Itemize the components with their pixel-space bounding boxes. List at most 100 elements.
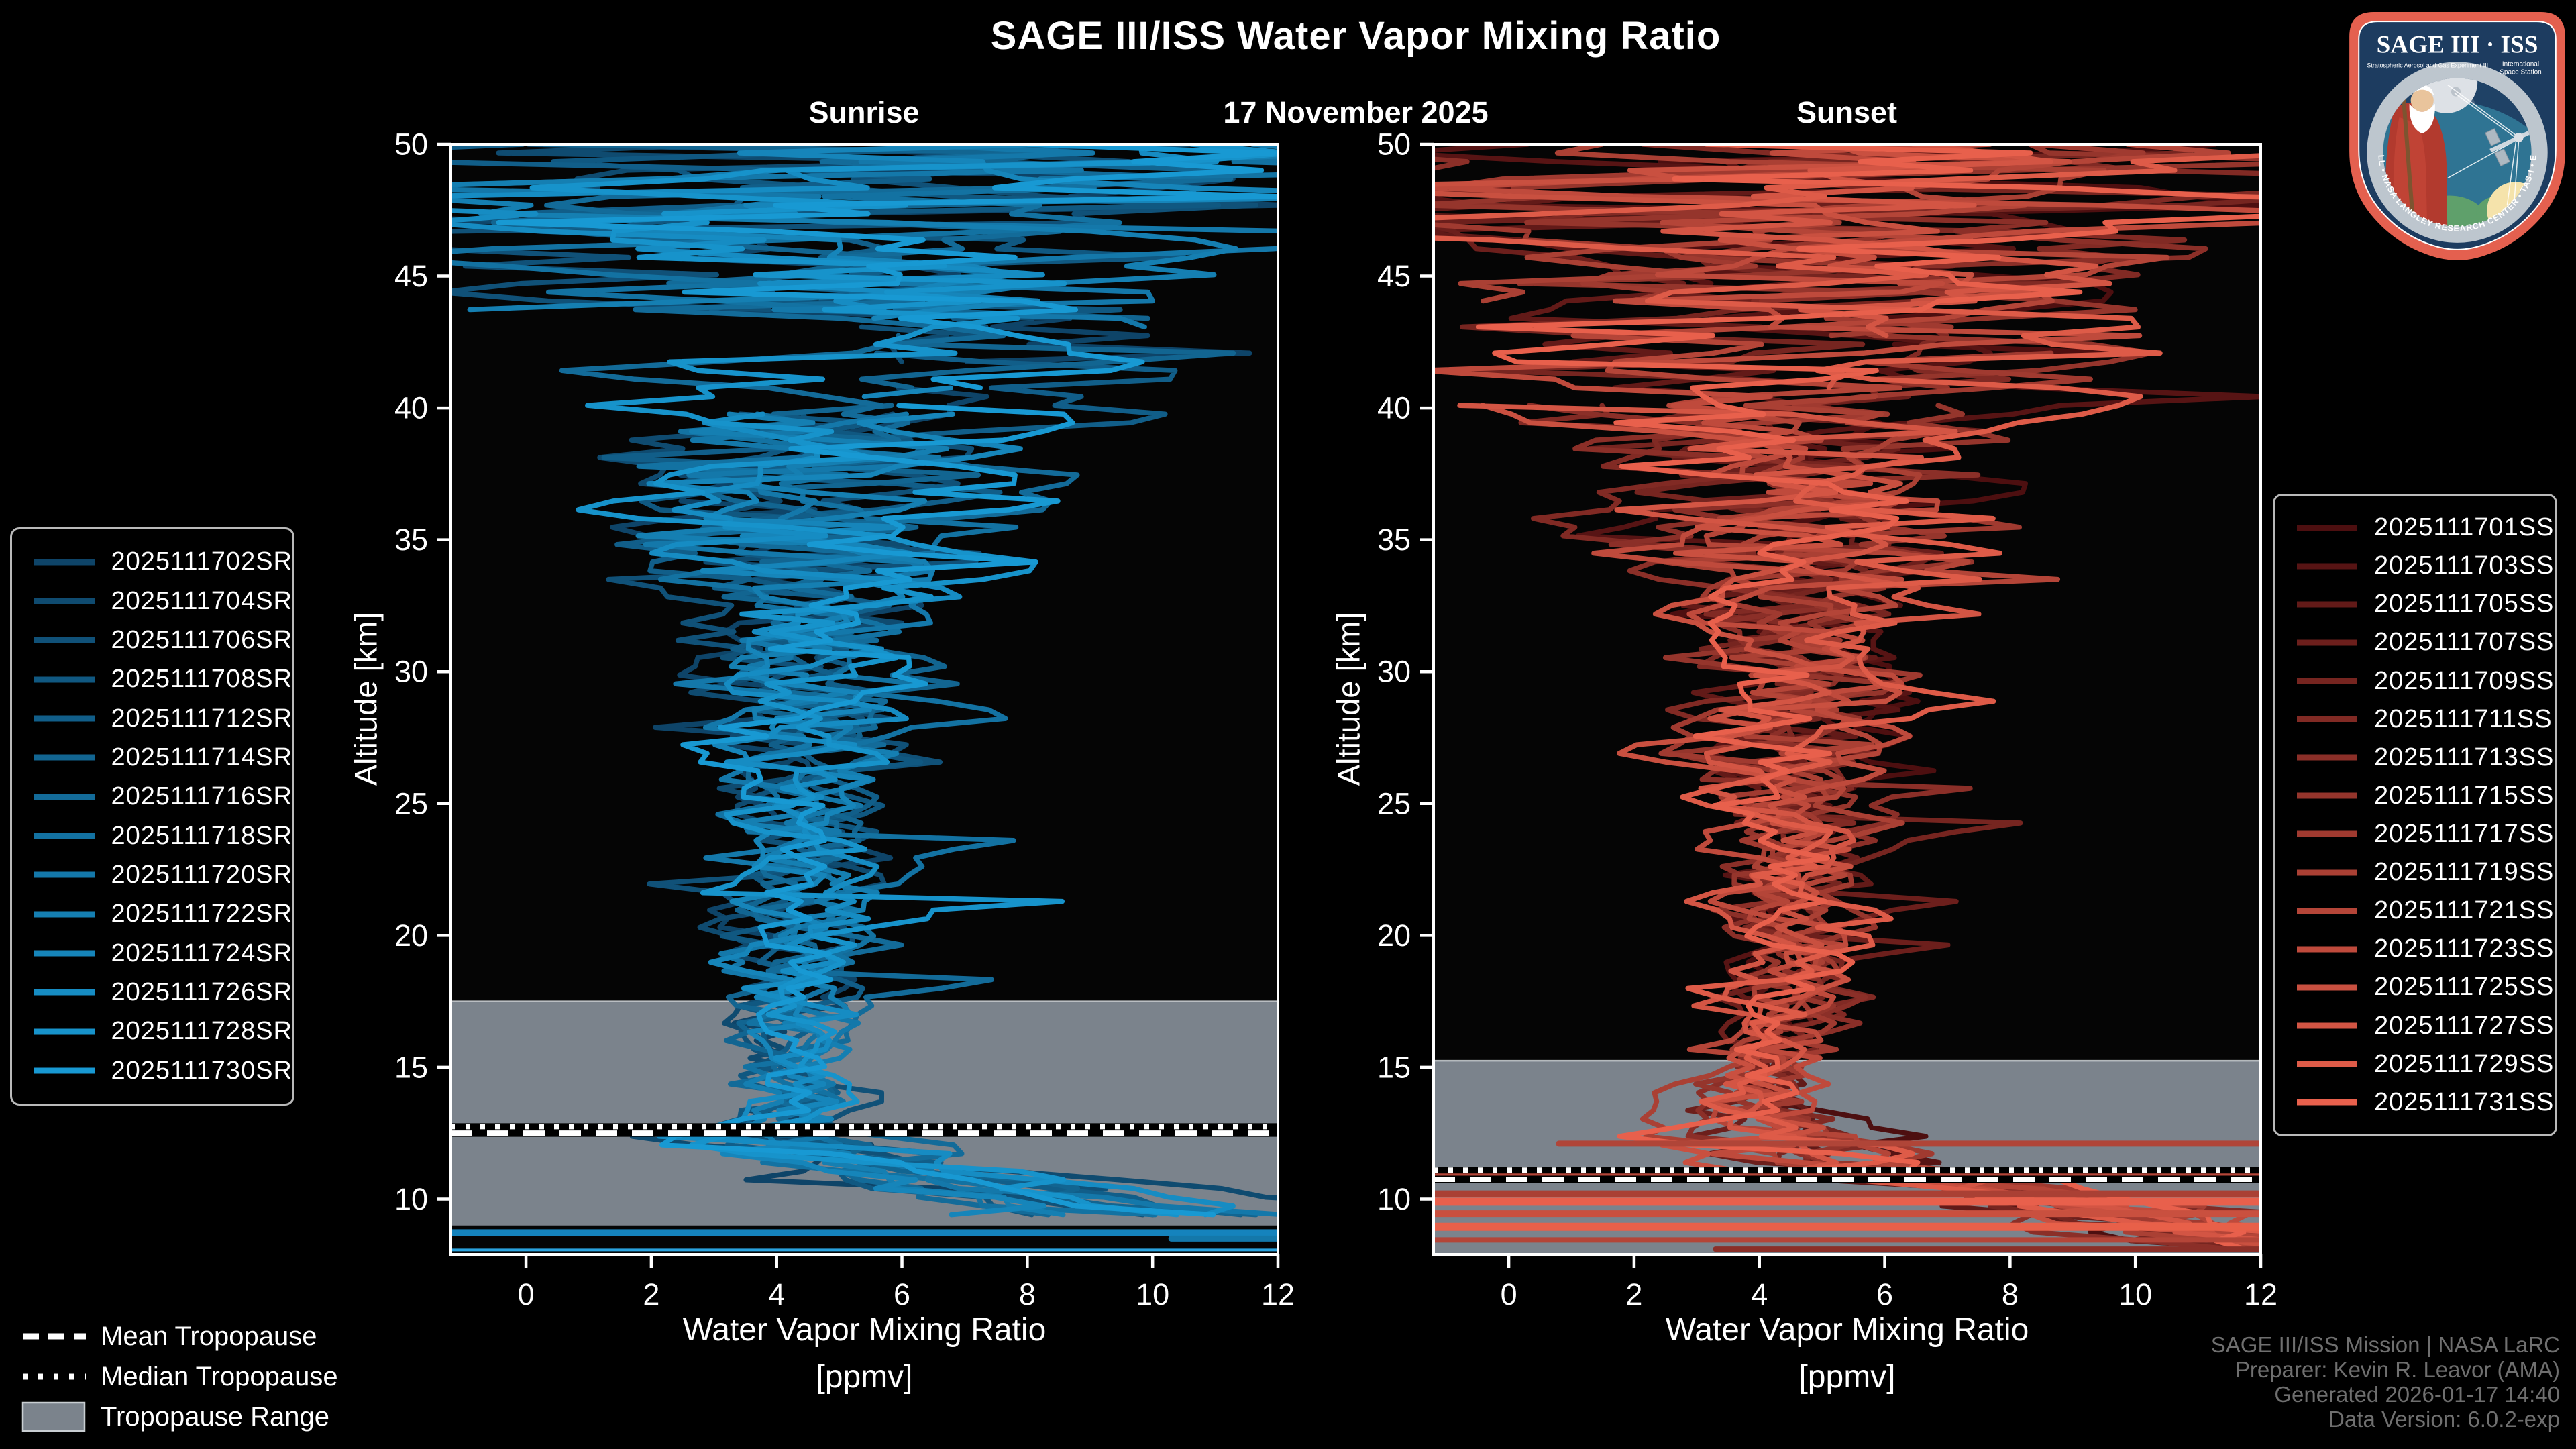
legend-line-swatch [2297,830,2357,837]
sunrise-x-axis-label: Water Vapor Mixing Ratio [ppmv] [682,1312,1046,1395]
y-tick-label: 30 [394,655,428,689]
legend-row: 2025111720SR [22,861,292,890]
x-tick-label: 8 [1019,1277,1036,1311]
legend-row: 2025111719SS [2285,858,2555,887]
legend-series-label: 2025111724SR [111,938,292,967]
legend-series-label: 2025111728SR [111,1017,292,1046]
profile-line [529,144,1278,1218]
legend-line-swatch [34,598,95,604]
legend-row: 2025111703SS [2285,551,2555,580]
legend-series-label: 2025111727SS [2374,1011,2555,1040]
legend-row: 2025111711SS [2285,705,2555,734]
legend-series-label: 2025111715SS [2374,781,2555,810]
y-tick-label: 15 [1377,1050,1411,1084]
logo-title: SAGE III · ISS [2377,31,2538,58]
legend-line-swatch [2297,716,2357,722]
legend-series-label: 2025111719SS [2374,858,2555,887]
legend-line-swatch [2297,908,2357,914]
x-tick-label: 12 [1261,1277,1295,1311]
legend-series-label: 2025111704SR [111,586,292,615]
legend-series-label: 2025111720SR [111,860,292,889]
profile-line [496,144,1278,1218]
legend-row: 2025111727SS [2285,1012,2555,1040]
x-tick-label: 10 [2118,1277,2152,1311]
tropopause-legend-label: Tropopause Range [101,1401,329,1432]
profile-line [451,144,1278,1217]
legend-line-swatch [2297,639,2357,646]
legend-row: 2025111706SR [22,626,292,655]
attribution-mission: SAGE III/ISS Mission | NASA LaRC [2210,1332,2560,1357]
legend-row: 2025111723SS [2285,934,2555,963]
profile-line [1434,144,2261,1231]
y-tick-label: 40 [394,391,428,425]
x-tick-label: 0 [1501,1277,1517,1311]
band-swatch-icon [21,1401,86,1432]
legend-row: 2025111729SS [2285,1050,2555,1079]
logo-subtitle-left: Stratospheric Aerosol and Gas Experiment… [2367,62,2488,68]
legend-line-swatch [2297,869,2357,876]
legend-line-swatch [2297,1099,2357,1106]
attribution-preparer: Preparer: Kevin R. Leavor (AMA) [2235,1357,2560,1382]
logo-subtitle-right-2: Space Station [2500,69,2542,76]
sunrise-y-axis-label: Altitude [km] [347,612,384,786]
legend-line-swatch [34,676,95,683]
legend-line-swatch [34,754,95,761]
y-tick-label: 45 [394,259,428,293]
x-tick-label: 8 [2002,1277,2019,1311]
plot-spine [1432,143,2262,1256]
x-tick-label: 4 [1751,1277,1768,1311]
legend-row: 2025111713SS [2285,743,2555,772]
legend-line-swatch [2297,563,2357,570]
legend-row: 2025111726SR [22,978,292,1007]
legend-row: 2025111705SS [2285,590,2555,619]
legend-row: 2025111715SS [2285,782,2555,810]
profile-lines-group [1434,144,2261,1252]
x-tick-label: 10 [1136,1277,1169,1311]
profile-line [1475,144,2261,1252]
legend-row: 2025111712SR [22,704,292,733]
sunset-plot: 0 2 4 6 8 10 12 10 15 20 25 30 35 40 45 50 [1377,127,2277,1311]
legend-line-swatch [2297,984,2357,991]
y-tick-label: 20 [1377,918,1411,953]
y-tick-label: 15 [394,1050,428,1084]
legend-series-label: 2025111718SR [111,821,292,850]
legend-series-label: 2025111701SS [2374,513,2555,542]
legend-series-label: 2025111714SR [111,743,292,771]
legend-row: 2025111718SR [22,822,292,851]
legend-row: 2025111716SR [22,782,292,811]
legend-line-swatch [34,871,95,878]
x-tick-label: 6 [1876,1277,1893,1311]
figure-date: 17 November 2025 [1223,95,1489,129]
legend-row: 2025111709SS [2285,667,2555,696]
attribution-generated: Generated 2026-01-17 14:40 [2274,1382,2560,1407]
legend-row: 2025111704SR [22,587,292,616]
y-tick-label: 25 [394,786,428,820]
logo-subtitle-right-1: International [2502,60,2539,68]
legend-row: 2025111721SS [2285,896,2555,925]
x-tick-label: 0 [518,1277,535,1311]
y-tick-label: 20 [394,918,428,953]
legend-row: 2025111714SR [22,743,292,772]
sage-iss-logo: SAGE III · ISS Stratospheric Aerosol and… [2347,9,2565,260]
legend-line-swatch [2297,525,2357,531]
sunset-panel-title: Sunset [1796,95,1898,129]
legend-series-label: 2025111711SS [2374,704,2553,733]
legend-line-swatch [34,794,95,800]
y-tick-label: 50 [394,127,428,162]
legend-line-swatch [34,989,95,996]
tropopause-legend-row: Tropopause Range [20,1397,338,1437]
legend-line-swatch [34,1028,95,1035]
legend-series-label: 2025111730SR [111,1056,292,1085]
profile-line [544,144,1234,1218]
legend-series-label: 2025111725SS [2374,973,2555,1002]
profile-line [1434,153,2261,1234]
legend-series-label: 2025111717SS [2374,819,2555,848]
x-tick-label: 12 [2244,1277,2277,1311]
y-tick-label: 40 [1377,391,1411,425]
legend-row: 2025111702SR [22,547,292,576]
y-tick-label: 45 [1377,259,1411,293]
sunset-x-axis-label: Water Vapor Mixing Ratio [ppmv] [1665,1312,2029,1395]
legend-line-swatch [34,911,95,918]
legend-series-label: 2025111706SR [111,625,292,654]
sunrise-plot: 0 2 4 6 8 10 12 10 15 20 25 30 35 40 45 50 [394,127,1295,1311]
